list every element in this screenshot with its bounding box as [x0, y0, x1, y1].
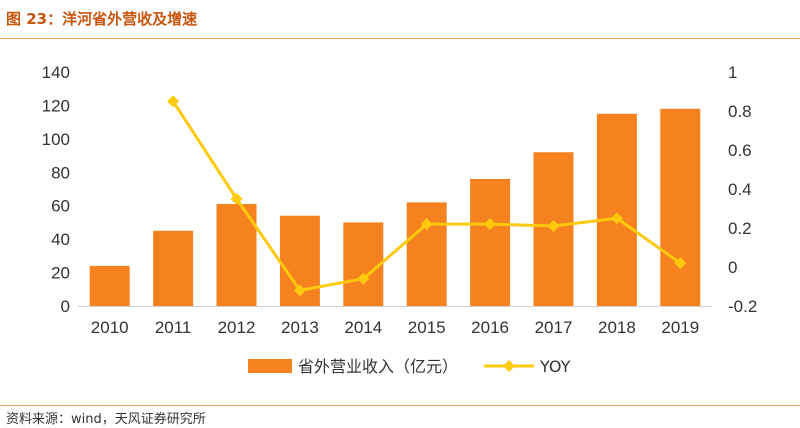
bar: [660, 108, 701, 307]
x-tick-label: 2016: [471, 318, 509, 337]
x-tick-label: 2013: [281, 318, 319, 337]
y-left-tick-label: 20: [51, 264, 70, 283]
bar: [343, 222, 384, 306]
y-right-tick-label: 0: [728, 258, 737, 277]
source-rule: [0, 405, 800, 406]
bar: [216, 204, 257, 306]
y-right-tick-label: 0.6: [728, 141, 752, 160]
bar: [89, 265, 130, 306]
y-left-tick-label: 60: [51, 197, 70, 216]
x-tick-label: 2012: [218, 318, 256, 337]
y-left-tick-label: 100: [42, 130, 70, 149]
y-left-tick-label: 40: [51, 230, 70, 249]
x-tick-label: 2019: [661, 318, 699, 337]
bar: [470, 178, 511, 306]
source-note: 资料来源：wind，天风证券研究所: [6, 412, 206, 427]
yoy-point: [484, 218, 497, 231]
figure-title: 图 23：洋河省外营收及增速: [6, 10, 198, 28]
y-right-tick-label: 0.8: [728, 102, 752, 121]
yoy-point: [230, 192, 243, 205]
y-left-tick-label: 120: [42, 96, 70, 115]
x-tick-label: 2015: [408, 318, 446, 337]
y-right-tick-label: -0.2: [728, 297, 757, 316]
legend-line-label: YOY: [539, 357, 571, 376]
y-left-tick-label: 140: [42, 63, 70, 82]
yoy-point: [293, 284, 306, 297]
y-right-tick-label: 0.4: [728, 180, 752, 199]
yoy-point: [420, 218, 433, 231]
title-rule: [0, 38, 800, 39]
yoy-point: [167, 95, 180, 108]
y-right-tick-label: 0.2: [728, 219, 752, 238]
yoy-point: [610, 212, 623, 225]
yoy-point: [674, 257, 687, 270]
x-tick-label: 2010: [91, 318, 129, 337]
bar: [406, 202, 447, 306]
legend-line-marker: [503, 360, 515, 372]
yoy-point: [357, 272, 370, 285]
x-tick-label: 2014: [344, 318, 382, 337]
x-tick-label: 2017: [535, 318, 573, 337]
legend-bar-label: 省外营业收入（亿元）: [298, 357, 458, 376]
y-left-tick-label: 0: [61, 297, 70, 316]
yoy-point: [547, 220, 560, 233]
y-right-tick-label: 1: [728, 63, 737, 82]
legend-bar-swatch: [248, 359, 292, 373]
bar: [153, 230, 194, 306]
x-tick-label: 2011: [155, 318, 192, 337]
bar: [596, 113, 637, 307]
x-tick-label: 2018: [598, 318, 636, 337]
y-left-tick-label: 80: [51, 163, 70, 182]
